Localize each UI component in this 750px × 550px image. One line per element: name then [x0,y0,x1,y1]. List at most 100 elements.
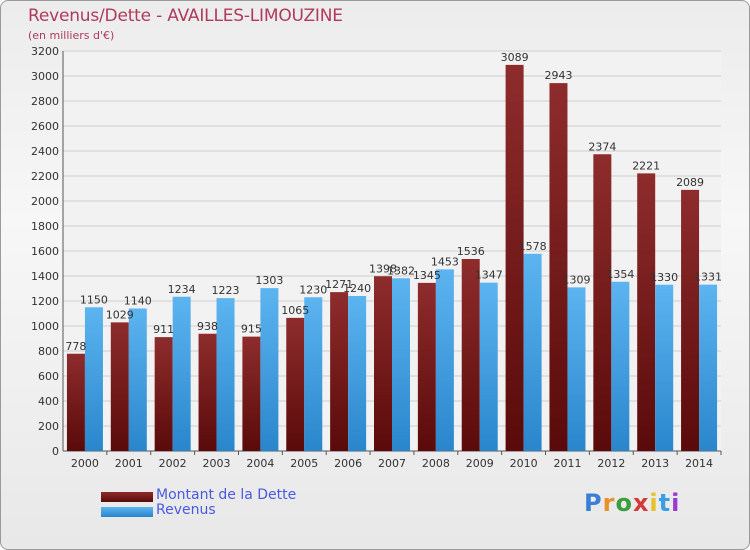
data-label-dette: 1398 [369,262,397,275]
x-tick-label: 2003 [203,457,231,470]
data-label-revenus: 1140 [124,295,152,308]
x-tick-label: 2011 [553,457,581,470]
data-label-revenus: 1578 [519,240,547,253]
bar-dette [154,337,173,451]
bar-dette [549,83,568,451]
y-tick-label: 1800 [31,220,59,233]
legend-swatch-dette [101,492,153,502]
logo-letter: i [671,489,681,517]
bar-revenus [172,296,191,451]
data-label-dette: 2943 [544,69,572,82]
x-tick-label: 2000 [71,457,99,470]
data-label-revenus: 1303 [255,274,283,287]
bar-revenus [260,288,279,451]
legend-label-revenus: Revenus [156,502,216,518]
chart-subtitle: (en milliers d'€) [28,29,115,42]
logo-letter: x [632,489,650,517]
bar-revenus [699,284,718,451]
data-label-revenus: 1382 [387,264,415,277]
data-label-revenus: 1330 [650,271,678,284]
bar-dette [417,282,436,451]
data-label-revenus: 1331 [694,271,722,284]
y-tick-label: 2200 [31,170,59,183]
bar-dette [330,292,349,451]
logo-letter: i [649,489,659,517]
chart-title: Revenus/Dette - AVAILLES-LIMOUZINE [28,6,343,26]
bar-revenus [523,253,542,451]
x-tick-label: 2009 [466,457,494,470]
y-tick-label: 1000 [31,320,59,333]
y-tick-label: 2400 [31,145,59,158]
bar-dette [110,322,129,451]
data-label-dette: 1029 [106,308,134,321]
bar-revenus [84,307,103,451]
data-label-revenus: 1230 [299,283,327,296]
y-tick-label: 400 [38,395,59,408]
logo-letter: o [615,489,633,517]
data-label-dette: 1271 [325,278,353,291]
bar-dette [593,154,612,451]
bar-dette [505,64,524,451]
y-tick-label: 200 [38,420,59,433]
data-label-revenus: 1234 [168,283,196,296]
bar-dette [198,333,217,451]
data-label-dette: 1536 [457,245,485,258]
data-label-dette: 915 [241,323,262,336]
proxiti-logo: Proxiti [584,489,680,517]
x-tick-label: 2012 [597,457,625,470]
data-label-dette: 3089 [501,51,529,64]
data-label-dette: 2374 [588,140,616,153]
y-tick-label: 3200 [31,45,59,58]
x-tick-label: 2008 [422,457,450,470]
data-label-dette: 938 [197,320,218,333]
data-label-dette: 1345 [413,269,441,282]
data-label-dette: 2221 [632,159,660,172]
bar-revenus [611,281,630,451]
bar-revenus [435,269,454,451]
data-label-revenus: 1223 [212,284,240,297]
bar-revenus [304,297,323,451]
bar-revenus [348,296,367,451]
logo-letter: r [602,489,616,517]
y-tick-label: 3000 [31,70,59,83]
y-tick-label: 2600 [31,120,59,133]
bar-revenus [479,282,498,451]
y-tick-label: 1600 [31,245,59,258]
bar-dette [374,276,392,451]
data-label-revenus: 1309 [562,273,590,286]
bar-revenus [128,308,147,451]
data-label-dette: 911 [153,323,174,336]
bar-dette [637,173,656,451]
y-tick-label: 0 [52,445,59,458]
y-tick-label: 600 [38,370,59,383]
bar-revenus [567,287,586,451]
logo-letter: P [584,489,603,517]
x-tick-label: 2004 [246,457,274,470]
bar-revenus [655,284,674,451]
bar-dette [242,336,261,451]
data-label-revenus: 1453 [431,255,459,268]
x-tick-label: 2010 [510,457,538,470]
x-tick-label: 2001 [115,457,143,470]
bar-dette [461,259,480,451]
y-tick-label: 1200 [31,295,59,308]
bar-dette [66,353,85,451]
bar-revenus [216,298,235,451]
data-label-revenus: 1347 [475,269,503,282]
x-tick-label: 2005 [290,457,318,470]
legend-label-dette: Montant de la Dette [156,487,297,503]
bar-revenus [392,278,410,451]
y-tick-label: 2800 [31,95,59,108]
y-tick-label: 2000 [31,195,59,208]
data-label-revenus: 1240 [343,282,371,295]
legend-swatch-revenus [101,507,153,517]
data-label-revenus: 1150 [80,293,108,306]
bar-dette [681,189,700,451]
data-label-revenus: 1354 [606,268,634,281]
bar-dette [286,317,305,451]
x-tick-label: 2002 [159,457,187,470]
x-tick-label: 2013 [641,457,669,470]
data-label-dette: 778 [65,340,86,353]
